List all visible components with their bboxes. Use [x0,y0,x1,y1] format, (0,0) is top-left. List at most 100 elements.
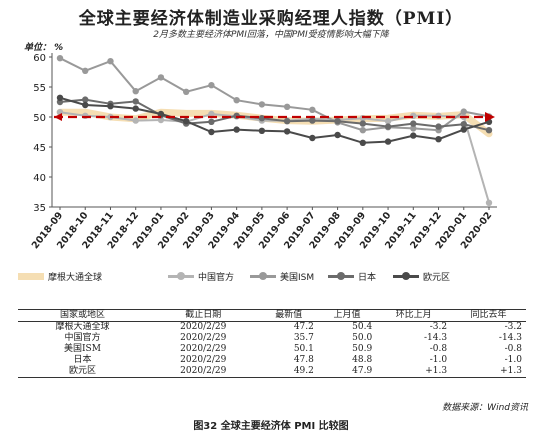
series-point-2 [410,125,417,132]
table-cell: 2020/2/29 [180,355,227,365]
legend-label: 摩根大通全球 [48,272,103,283]
legend-item: 美国ISM [250,269,314,283]
legend-marker [337,271,345,280]
series-line-4 [59,96,490,144]
table-cell: 50.9 [352,344,373,354]
series-point-1 [208,110,215,118]
legend-swatch [168,271,194,280]
series-point-4 [82,101,89,109]
series-point-4 [157,110,165,118]
data-source: 数据来源：Wind资讯 [442,403,528,413]
series-point-2 [460,108,467,115]
legend-item: 日本 [328,269,376,283]
table-row: 欧元区 2020/2/29 49.2 47.9 +1.3 +1.3 [18,366,526,378]
table-header-cell: 截止日期 [146,309,260,322]
table-cell: 48.8 [352,355,373,365]
y-tick-label: 45 [33,143,46,154]
table-header-cell: 最新值 [259,309,318,322]
series-point-4 [384,138,392,145]
figure-caption: 图32 全球主要经济体 PMI 比较图 [193,421,349,432]
legend-label: 日本 [358,272,377,283]
threshold-left-arrow [54,113,62,121]
table-cell: 35.7 [293,333,314,343]
table-cell: 49.2 [259,366,318,378]
series-point-3 [485,127,493,134]
series-point-4 [258,127,266,134]
series-point-3 [309,117,316,124]
series-point-4 [182,118,190,125]
series-point-1 [384,118,392,125]
pmi-table: 国家或地区 截止日期 最新值 上月值 环比上月 同比去年 摩根大通全球 2020/2/29 4… [18,309,526,378]
legend-swatch [18,272,44,280]
unit-label: 单位： % [24,43,64,53]
series-point-2 [233,97,240,104]
series-point-4 [132,105,139,112]
series-point-3 [460,121,467,128]
series-point-3 [435,123,442,130]
y-tick-label: 50 [33,113,46,124]
table-cell: -3.2 [504,322,522,332]
series-point-3 [359,120,367,127]
chart-legend: 摩根大通全球 中国官方 美国ISM 日本 欧元区 [18,269,528,285]
series-point-2 [107,58,114,65]
series-point-4 [460,126,467,133]
series-point-1 [485,199,493,206]
series-point-2 [56,55,64,62]
series-point-2 [132,88,139,95]
series-point-2 [182,88,190,96]
series-point-3 [334,118,341,125]
series-point-2 [82,67,89,75]
table-cell: -0.8 [429,344,448,354]
y-tick-label: 60 [33,53,46,64]
series-point-3 [283,118,291,125]
table-body: 摩根大通全球 2020/2/29 47.2 50.4 -3.2 -3.2 中国官方 2020/… [18,322,526,378]
table-header-row: 国家或地区 截止日期 最新值 上月值 环比上月 同比去年 [18,309,526,322]
legend-item: 欧元区 [393,269,450,283]
series-point-4 [359,139,367,146]
series-point-2 [157,74,165,81]
series-line-2 [59,57,490,132]
legend-marker [177,271,185,280]
series-point-3 [208,118,215,126]
chart-subtitle: 2月多数主要经济体PMI回落，中国PMI受疫情影响大幅下降 [153,30,389,40]
table-cell: 50.4 [352,322,373,332]
table-cell: 50.1 [293,344,314,354]
table-cell: 2020/2/29 [180,322,227,332]
legend-label: 中国官方 [198,272,235,283]
legend-marker [402,271,410,280]
series-point-4 [107,103,114,110]
table-cell: -1.0 [429,355,448,365]
table-cell: 2020/2/29 [180,333,227,343]
table-cell: 47.2 [293,322,314,332]
series-point-4 [410,132,417,139]
series-point-2 [359,127,367,134]
legend-swatch [393,271,419,280]
table-cell: +1.3 [376,366,452,378]
chart-title: 全球主要经济体制造业采购经理人指数（PMI） [78,9,464,29]
series-point-2 [283,103,291,111]
table-cell: -1.0 [504,355,522,365]
legend-item: 摩根大通全球 [18,269,102,283]
table-header-cell: 同比去年 [451,309,526,322]
table-cell: -3.2 [429,322,448,332]
legend-label: 欧元区 [423,272,451,283]
series-point-2 [258,101,266,108]
series-point-3 [132,98,139,105]
series-point-4 [56,94,64,102]
table-cell: 中国官方 [64,333,101,343]
series-point-4 [309,134,316,142]
series-line-3 [59,98,490,132]
table-header-cell: 环比上月 [376,309,452,322]
table-cell: 欧元区 [18,366,147,378]
legend-marker [259,271,267,280]
table-cell: 2020/2/29 [180,344,227,354]
series-point-4 [283,128,291,135]
legend-swatch [250,271,276,280]
table-row: 美国ISM 2020/2/29 50.1 50.9 -0.8 -0.8 [18,344,526,355]
y-tick-label: 40 [33,173,46,184]
table-cell: 47.9 [317,366,377,378]
table-row: 摩根大通全球 2020/2/29 47.2 50.4 -3.2 -3.2 [18,322,526,334]
series-point-4 [435,136,442,143]
series-point-3 [258,115,266,122]
series-point-3 [410,120,417,127]
